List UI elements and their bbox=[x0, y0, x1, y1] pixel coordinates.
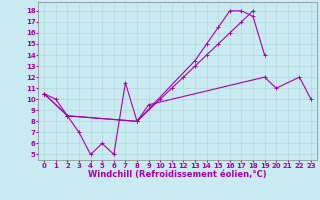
X-axis label: Windchill (Refroidissement éolien,°C): Windchill (Refroidissement éolien,°C) bbox=[88, 170, 267, 179]
